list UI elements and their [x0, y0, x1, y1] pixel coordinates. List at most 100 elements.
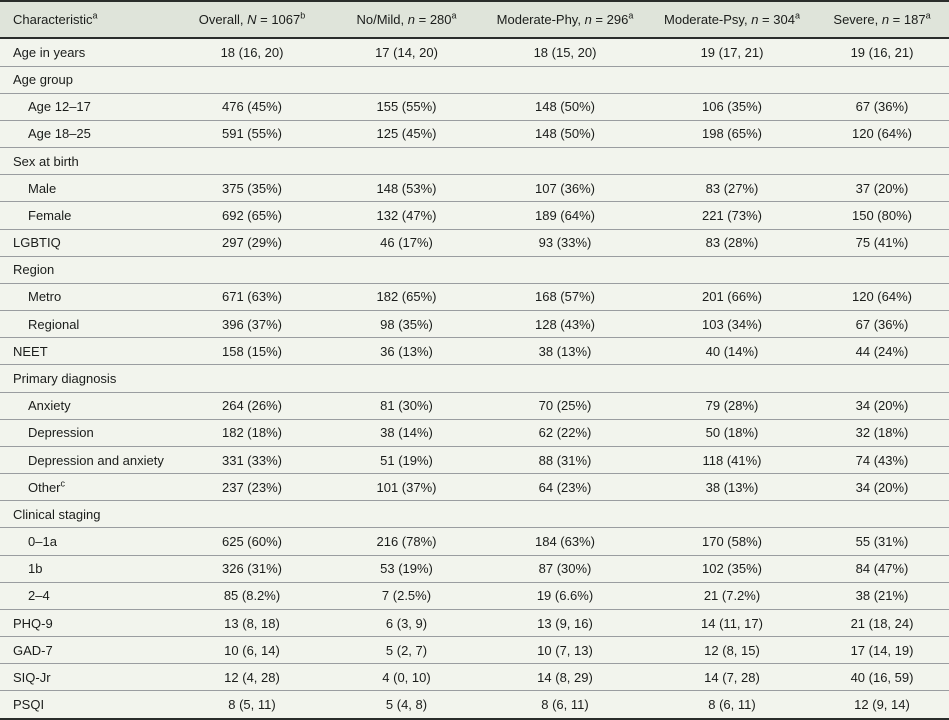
- cell-value: 38 (14%): [332, 419, 481, 447]
- column-header-moderate-phy: Moderate-Phy, n = 296a: [481, 1, 649, 39]
- row-label-cell: Sex at birth: [0, 147, 172, 176]
- cell-value: [481, 364, 649, 393]
- table-row: Age 12–17 476 (45%) 155 (55%) 148 (50%) 106 …: [0, 93, 949, 121]
- table-row: PHQ-9 13 (8, 18) 6 (3, 9) 13 (9, 16) 14 (11,…: [0, 609, 949, 638]
- cell-value: 74 (43%): [815, 446, 949, 475]
- cell-value: 13 (9, 16): [481, 609, 649, 638]
- cell-value: 17 (14, 19): [815, 636, 949, 665]
- cell-value: 81 (30%): [332, 392, 481, 420]
- cell-value: [481, 256, 649, 284]
- cell-value: [332, 364, 481, 393]
- cell-value: 182 (65%): [332, 283, 481, 312]
- cell-value: 150 (80%): [815, 201, 949, 230]
- row-label: Age 18–25: [28, 126, 91, 142]
- row-label-cell: Age in years: [0, 38, 172, 67]
- cell-value: 120 (64%): [815, 120, 949, 149]
- header-label: Moderate-Phy,: [496, 12, 585, 27]
- header-superscript: b: [300, 10, 306, 21]
- cell-value: 19 (6.6%): [481, 582, 649, 610]
- cell-value: 128 (43%): [481, 310, 649, 339]
- cell-value: 476 (45%): [172, 93, 332, 121]
- header-label: No/Mild,: [356, 12, 408, 27]
- cell-value: [815, 364, 949, 393]
- table-row: Depression 182 (18%) 38 (14%) 62 (22%) 50 (1…: [0, 419, 949, 447]
- row-label: Age group: [13, 72, 73, 88]
- cell-value: 85 (8.2%): [172, 582, 332, 610]
- cell-value: 36 (13%): [332, 337, 481, 366]
- cell-value: 37 (20%): [815, 174, 949, 203]
- table-row: 1b 326 (31%) 53 (19%) 87 (30%) 102 (35%) 84 (…: [0, 555, 949, 583]
- cell-value: 53 (19%): [332, 555, 481, 583]
- header-label: Characteristic: [13, 12, 93, 27]
- cell-value: [481, 147, 649, 176]
- cell-value: 148 (50%): [481, 93, 649, 121]
- cell-value: 12 (9, 14): [815, 690, 949, 720]
- cell-value: 8 (5, 11): [172, 690, 332, 720]
- row-label: GAD-7: [13, 642, 53, 658]
- cell-value: 170 (58%): [649, 527, 815, 556]
- table-row: Female 692 (65%) 132 (47%) 189 (64%) 221 (73…: [0, 201, 949, 230]
- table-row: Anxiety 264 (26%) 81 (30%) 70 (25%) 79 (28%)…: [0, 392, 949, 420]
- table-row: NEET 158 (15%) 36 (13%) 38 (13%) 40 (14%) 44 …: [0, 337, 949, 366]
- cell-value: 18 (15, 20): [481, 38, 649, 67]
- cell-value: [815, 66, 949, 94]
- row-label-cell: Age 18–25: [0, 120, 172, 149]
- cell-value: 198 (65%): [649, 120, 815, 149]
- header-superscript: a: [794, 10, 800, 21]
- cell-value: 18 (16, 20): [172, 38, 332, 67]
- cell-value: 19 (16, 21): [815, 38, 949, 67]
- table-row: PSQI 8 (5, 11) 5 (4, 8) 8 (6, 11) 8 (6, 11) 1…: [0, 690, 949, 720]
- row-label-cell: Clinical staging: [0, 500, 172, 529]
- cell-value: 106 (35%): [649, 93, 815, 121]
- cell-value: 148 (50%): [481, 120, 649, 149]
- cell-value: [649, 147, 815, 176]
- cell-value: [332, 256, 481, 284]
- table-row: Metro 671 (63%) 182 (65%) 168 (57%) 201 (66%…: [0, 283, 949, 312]
- cell-value: 83 (28%): [649, 229, 815, 257]
- row-label: LGBTIQ: [13, 235, 61, 251]
- cell-value: 102 (35%): [649, 555, 815, 583]
- table-row: Age in years 18 (16, 20) 17 (14, 20) 18 (15…: [0, 38, 949, 67]
- header-stat-symbol: n: [751, 12, 759, 27]
- row-label: Sex at birth: [13, 153, 79, 169]
- column-header-no-mild: No/Mild, n = 280a: [332, 1, 481, 39]
- cell-value: 21 (7.2%): [649, 582, 815, 610]
- cell-value: [649, 500, 815, 529]
- cell-value: 118 (41%): [649, 446, 815, 475]
- cell-value: 62 (22%): [481, 419, 649, 447]
- cell-value: [481, 66, 649, 94]
- cell-value: 38 (13%): [481, 337, 649, 366]
- cell-value: 5 (4, 8): [332, 690, 481, 720]
- cell-value: 591 (55%): [172, 120, 332, 149]
- table-row: Region: [0, 256, 949, 284]
- row-label-cell: Region: [0, 256, 172, 284]
- cell-value: 7 (2.5%): [332, 582, 481, 610]
- row-label-cell: Depression: [0, 419, 172, 447]
- row-label-cell: LGBTIQ: [0, 229, 172, 257]
- cell-value: 38 (13%): [649, 473, 815, 502]
- header-superscript: a: [925, 10, 931, 21]
- table-row: 2–4 85 (8.2%) 7 (2.5%) 19 (6.6%) 21 (7.2%) 38…: [0, 582, 949, 610]
- row-label: Depression and anxiety: [28, 452, 164, 468]
- cell-value: 125 (45%): [332, 120, 481, 149]
- cell-value: 101 (37%): [332, 473, 481, 502]
- row-label: 1b: [28, 561, 43, 577]
- table-row: Otherc 237 (23%) 101 (37%) 64 (23%) 38 (13%)…: [0, 473, 949, 502]
- cell-value: 8 (6, 11): [649, 690, 815, 720]
- cell-value: 83 (27%): [649, 174, 815, 203]
- header-superscript: a: [451, 10, 457, 21]
- row-label-cell: 2–4: [0, 582, 172, 610]
- row-label-cell: 1b: [0, 555, 172, 583]
- header-superscript: a: [92, 10, 98, 21]
- header-row: Characteristica Overall, N = 1067b No/Mi…: [0, 1, 949, 39]
- header-count: = 296: [591, 12, 629, 27]
- row-label-cell: NEET: [0, 337, 172, 366]
- header-stat-symbol: n: [584, 12, 592, 27]
- row-label: Metro: [28, 289, 62, 305]
- cell-value: 50 (18%): [649, 419, 815, 447]
- header-label: Moderate-Psy,: [664, 12, 752, 27]
- cell-value: 221 (73%): [649, 201, 815, 230]
- table-row: Regional 396 (37%) 98 (35%) 128 (43%) 103 (3…: [0, 310, 949, 339]
- cell-value: 75 (41%): [815, 229, 949, 257]
- cell-value: [172, 66, 332, 94]
